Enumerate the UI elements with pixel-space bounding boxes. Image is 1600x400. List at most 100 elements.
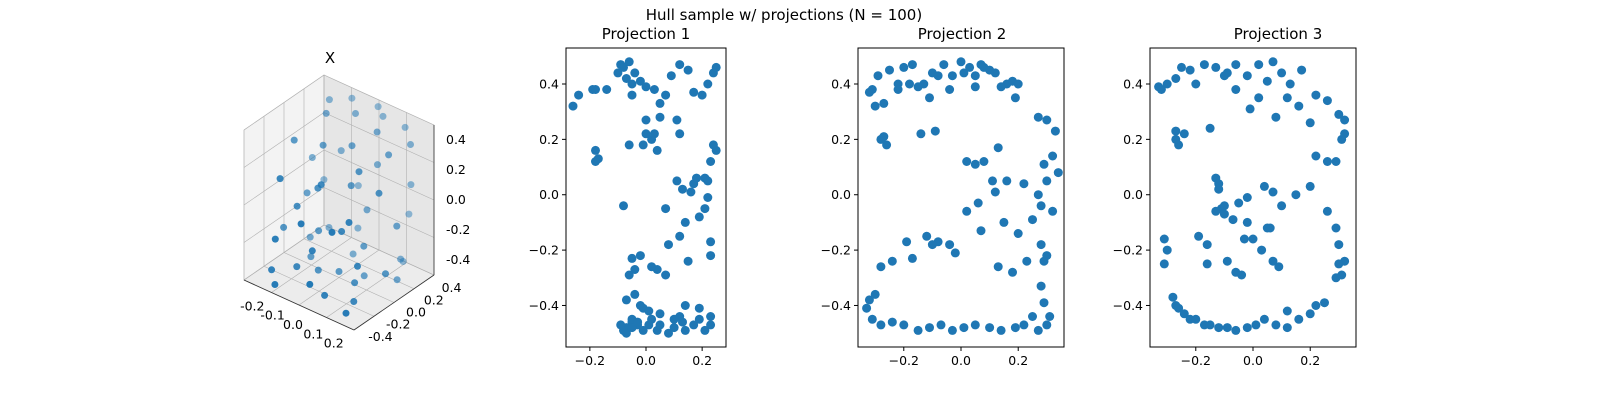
- scatter-point: [947, 71, 957, 81]
- scatter-point: [913, 82, 923, 92]
- z3d-tick-label: 0.2: [446, 162, 466, 177]
- x-axis-3d: [243, 279, 355, 331]
- grid-line: [283, 252, 395, 303]
- scatter-point: [1194, 231, 1204, 241]
- scatter-point: [1322, 157, 1332, 166]
- scatter-point-3d: [271, 235, 279, 243]
- scatter-point-3d: [338, 228, 346, 235]
- scatter-point: [1248, 234, 1258, 244]
- scatter-point: [1322, 206, 1332, 216]
- y-tick-label: 0.4: [1123, 76, 1143, 91]
- scatter-point: [950, 248, 960, 258]
- scatter-point-3d: [322, 109, 330, 117]
- y-tick-label: 0.2: [831, 132, 851, 147]
- scatter-point: [1334, 109, 1344, 119]
- scatter-point: [1282, 323, 1292, 333]
- scatter-point: [1257, 245, 1267, 255]
- scatter-point: [1205, 123, 1215, 133]
- scatter-point: [706, 157, 716, 166]
- scatter-point: [876, 320, 886, 330]
- scatter-point-3d: [342, 309, 350, 317]
- y3d-tick-label: 0.4: [442, 280, 462, 295]
- scatter-point-3d: [280, 223, 288, 231]
- scatter-point: [936, 320, 946, 330]
- x-tick-label: 0.0: [1243, 353, 1263, 368]
- scatter-point: [925, 93, 934, 103]
- scatter-point: [1231, 60, 1241, 70]
- scatter-point: [1334, 240, 1344, 250]
- scatter-point-3d: [354, 182, 362, 190]
- scatter-point: [616, 320, 626, 330]
- scatter-point: [1271, 320, 1281, 330]
- scatter-point: [593, 154, 603, 164]
- x3d-tick-label: 0.1: [303, 326, 323, 341]
- scatter-point: [1305, 118, 1315, 128]
- scatter-point: [700, 325, 710, 335]
- scatter-point: [1242, 323, 1252, 333]
- y3d-tick-label: -0.4: [368, 329, 392, 344]
- y-tick-label: 0.2: [1123, 132, 1143, 147]
- scatter-point: [649, 85, 659, 94]
- scatter-point-3d: [375, 189, 383, 197]
- panel-1-title: Projection 1: [602, 25, 690, 43]
- scatter-point-3d: [315, 227, 323, 235]
- scatter-point: [1039, 256, 1049, 266]
- scatter-point: [1259, 181, 1269, 191]
- scatter-point-3d: [348, 94, 356, 102]
- scatter-point-3d: [351, 279, 359, 287]
- scatter-point: [664, 240, 673, 250]
- grid-line: [243, 74, 325, 131]
- points-3d: [268, 94, 415, 317]
- scatter-point: [638, 325, 648, 335]
- scatter-point-3d: [382, 270, 389, 278]
- grid-line: [243, 112, 325, 168]
- scatter-point: [619, 201, 628, 211]
- scatter-point: [1219, 209, 1229, 219]
- scatter-point: [627, 90, 637, 100]
- scatter-point: [672, 115, 682, 125]
- scatter-point: [1231, 325, 1241, 335]
- scatter-point: [621, 295, 631, 305]
- scatter-point: [990, 187, 1000, 197]
- scatter-point: [706, 237, 716, 247]
- x-tick-label: 0.2: [1008, 353, 1028, 368]
- scatter-point: [1340, 129, 1350, 139]
- scatter-point: [680, 217, 690, 227]
- scatter-point: [876, 134, 886, 144]
- scatter-point: [1282, 93, 1292, 103]
- z3d-tick-label: -0.4: [446, 252, 470, 267]
- scatter-point: [999, 217, 1009, 227]
- scatter-point: [627, 79, 637, 89]
- scatter-point: [568, 101, 578, 111]
- scatter-point: [905, 79, 914, 89]
- grid-line: [323, 74, 435, 126]
- scatter-point: [899, 62, 909, 72]
- scatter-point: [630, 265, 640, 274]
- scatter-point-3d: [337, 147, 345, 155]
- scatter-point-3d: [354, 262, 361, 270]
- scatter-point-3d: [268, 266, 276, 274]
- scatter-point: [1282, 306, 1292, 316]
- scatter-point: [976, 60, 986, 70]
- panel-projection-3: Projection 3 −0.4 −0.2 0.0 0.2 0.4 −0.2 0.0 0.2: [1113, 25, 1357, 368]
- scatter-point: [641, 115, 651, 125]
- scatter-point: [996, 82, 1006, 92]
- scatter-point: [694, 314, 704, 324]
- scatter-point: [619, 62, 628, 72]
- scatter-point-3d: [385, 151, 393, 159]
- scatter-point: [661, 90, 671, 100]
- scatter-point: [879, 98, 889, 108]
- scatter-point: [882, 140, 892, 150]
- scatter-point: [666, 71, 676, 81]
- scatter-point: [1039, 298, 1049, 308]
- scatter-point: [706, 251, 716, 261]
- scatter-point: [1036, 240, 1046, 250]
- scatter-point: [1033, 112, 1043, 122]
- scatter-point-3d: [297, 220, 305, 228]
- scatter-point-3d: [374, 103, 382, 111]
- scatter-point: [1171, 74, 1181, 83]
- scatter-point: [694, 212, 704, 222]
- scatter-point-3d: [271, 281, 279, 288]
- scatter-point: [1008, 267, 1017, 277]
- scatter-point: [689, 320, 699, 330]
